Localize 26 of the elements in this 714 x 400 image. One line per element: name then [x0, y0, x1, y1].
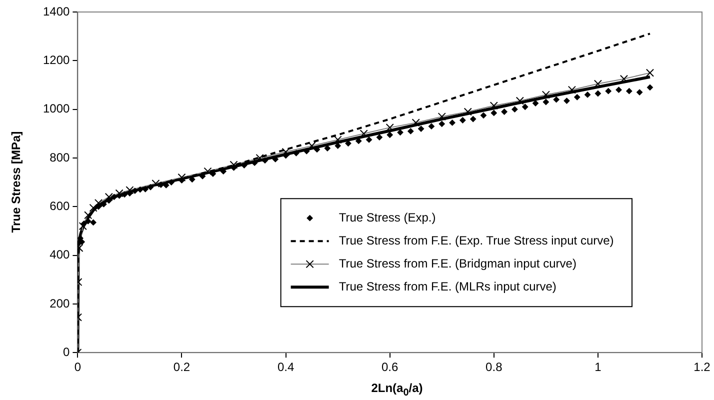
x-tick-label: 0.6: [382, 360, 399, 374]
y-tick-label: 1000: [42, 102, 70, 116]
legend-label: True Stress from F.E. (MLRs input curve): [338, 279, 556, 294]
y-tick-label: 200: [50, 296, 70, 310]
y-axis-title: True Stress [MPa]: [9, 131, 23, 233]
x-tick-label: 0.8: [486, 360, 503, 374]
point: [78, 222, 87, 230]
y-tick-label: 1200: [42, 52, 70, 67]
point: [126, 186, 134, 194]
y-tick-label: 800: [50, 150, 70, 164]
x-tick-label: 0.2: [173, 360, 190, 374]
legend-label: True Stress from F.E. (Exp. True Stress input curve): [338, 233, 614, 248]
y-tick-label: 400: [50, 248, 70, 262]
x-tick-label: 1: [594, 360, 602, 374]
point: [230, 160, 238, 169]
legend-label: True Stress (Exp.): [338, 210, 436, 224]
x-tick-label: 1.2: [694, 360, 711, 374]
x-tick-label: 0: [74, 360, 82, 374]
point: [178, 173, 186, 182]
x-axis-title: 2Ln(a$_{0}$/a): [370, 381, 424, 398]
point: [152, 179, 160, 188]
y-tick-label: 600: [50, 198, 70, 213]
x-tick-label: 0.4: [277, 360, 294, 374]
y-tick-label: 0: [63, 344, 70, 359]
legend-label: True Stress from F.E. (Bridgman input curve): [338, 256, 576, 270]
y-tick-label: 1400: [42, 4, 70, 18]
